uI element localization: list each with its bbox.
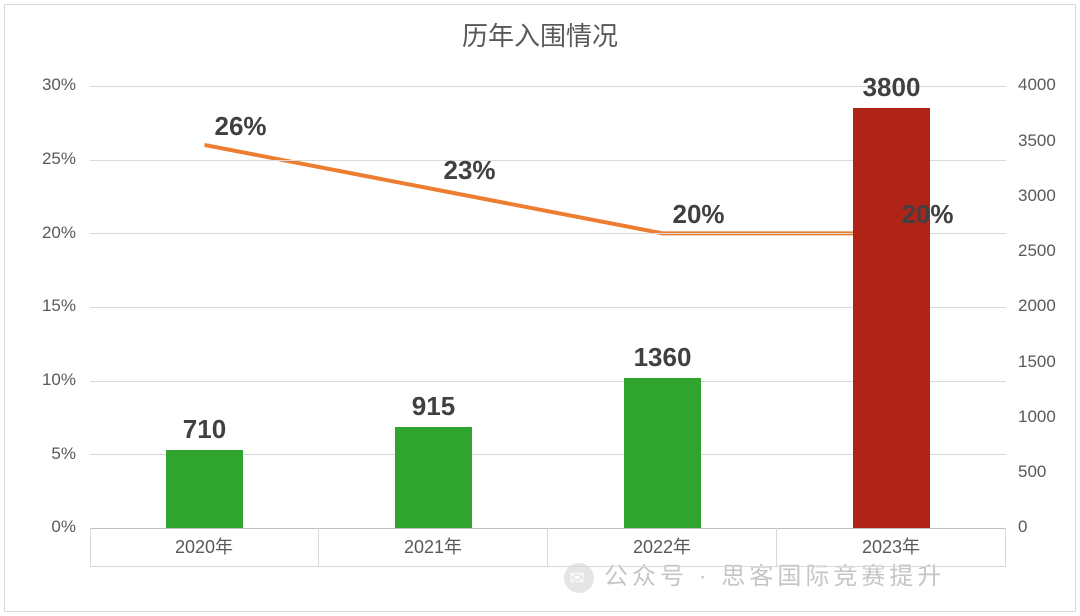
y-right-tick: 2000: [1018, 296, 1056, 316]
line-path: [205, 145, 892, 233]
line-value-label: 23%: [444, 155, 496, 186]
y-right-tick: 0: [1018, 517, 1027, 537]
y-left-tick: 0%: [0, 517, 76, 537]
line-value-label: 20%: [902, 199, 954, 230]
bar-value-label: 710: [145, 414, 265, 445]
watermark-text: 公众号 · 思客国际竞赛提升: [604, 563, 945, 590]
y-right-tick: 4000: [1018, 75, 1056, 95]
y-left-tick: 25%: [0, 149, 76, 169]
line-value-label: 20%: [673, 199, 725, 230]
y-left-tick: 10%: [0, 370, 76, 390]
x-category: 2023年: [777, 528, 1006, 566]
line-value-label: 26%: [215, 111, 267, 142]
bar: [853, 108, 931, 528]
x-category: 2021年: [319, 528, 548, 566]
y-left-tick: 5%: [0, 444, 76, 464]
bar-value-label: 3800: [832, 72, 952, 103]
bar-value-label: 915: [374, 391, 494, 422]
y-right-tick: 3000: [1018, 186, 1056, 206]
y-left-tick: 15%: [0, 296, 76, 316]
y-left-tick: 20%: [0, 223, 76, 243]
y-right-tick: 3500: [1018, 131, 1056, 151]
bar: [624, 378, 702, 528]
combo-chart: 历年入围情况 710 915 1360 3800 26% 23% 20% 20% ✉ 公众号 ·…: [0, 0, 1080, 616]
y-right-tick: 1500: [1018, 352, 1056, 372]
bar: [395, 427, 473, 528]
x-axis-bottom-border: [90, 566, 1006, 567]
y-left-tick: 30%: [0, 75, 76, 95]
plot-area: 7109151360380026%23%20%20%: [90, 86, 1006, 528]
y-right-tick: 1000: [1018, 407, 1056, 427]
wechat-icon: ✉: [564, 563, 594, 593]
chart-title: 历年入围情况: [0, 16, 1080, 53]
x-category: 2020年: [90, 528, 319, 566]
bar-value-label: 1360: [603, 342, 723, 373]
y-right-tick: 500: [1018, 462, 1046, 482]
x-category: 2022年: [548, 528, 777, 566]
bar: [166, 450, 244, 528]
y-right-tick: 2500: [1018, 241, 1056, 261]
